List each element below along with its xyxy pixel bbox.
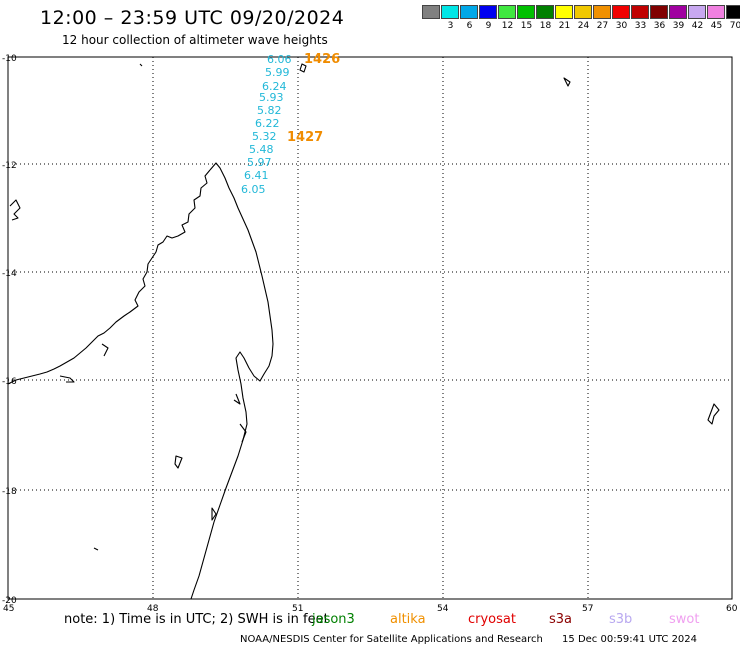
legend-swatch bbox=[517, 5, 535, 19]
generated-timestamp: 15 Dec 00:59:41 UTC 2024 bbox=[562, 634, 698, 645]
pass-time-label: 1426 bbox=[304, 52, 340, 67]
swh-value: 5.82 bbox=[257, 104, 282, 117]
legend-label: 18 bbox=[539, 21, 552, 31]
satellite-s3a: s3a bbox=[549, 612, 573, 627]
legend-label: 42 bbox=[691, 21, 704, 31]
legend-label: 6 bbox=[466, 21, 473, 31]
legend-label: 15 bbox=[520, 21, 533, 31]
coast-fragment bbox=[239, 423, 247, 443]
legend-label: 24 bbox=[577, 21, 590, 31]
swh-value: 6.24 bbox=[262, 80, 287, 93]
credit-line: NOAA/NESDIS Center for Satellite Applica… bbox=[240, 634, 697, 645]
legend-swatch bbox=[422, 5, 440, 19]
legend-swatch bbox=[574, 5, 592, 19]
lat-label: -14 bbox=[2, 269, 17, 279]
coast-fragment bbox=[233, 393, 241, 405]
swh-value: 6.06 bbox=[267, 53, 292, 66]
footer-note: note: 1) Time is in UTC; 2) SWH is in fe… bbox=[64, 612, 329, 627]
legend-label: 45 bbox=[710, 21, 723, 31]
legend-swatch bbox=[650, 5, 668, 19]
satellite-swot: swot bbox=[669, 612, 700, 627]
legend-label: 9 bbox=[485, 21, 492, 31]
swh-value: 5.99 bbox=[265, 66, 290, 79]
legend-swatch bbox=[479, 5, 497, 19]
coastlines bbox=[7, 63, 720, 600]
legend-swatch bbox=[460, 5, 478, 19]
coast-fragment bbox=[59, 375, 75, 383]
map-title: 12:00 – 23:59 UTC 09/20/2024 bbox=[40, 7, 345, 29]
legend-label: 36 bbox=[653, 21, 666, 31]
lat-label: -12 bbox=[2, 161, 17, 171]
satellite-s3b: s3b bbox=[609, 612, 633, 627]
credit-text: NOAA/NESDIS Center for Satellite Applica… bbox=[240, 634, 543, 645]
coast-fragment bbox=[101, 343, 109, 357]
island-outline bbox=[139, 63, 143, 67]
island-outline bbox=[174, 455, 183, 469]
swh-value: 6.05 bbox=[241, 183, 266, 196]
legend-swatch bbox=[593, 5, 611, 19]
legend-label: 70 bbox=[729, 21, 740, 31]
color-legend bbox=[422, 5, 740, 19]
grid-lines bbox=[8, 57, 732, 599]
map-subtitle: 12 hour collection of altimeter wave hei… bbox=[62, 33, 328, 47]
lat-label: -18 bbox=[2, 487, 17, 497]
coast-fragment bbox=[9, 199, 21, 221]
legend-swatch bbox=[707, 5, 725, 19]
lon-label: 45 bbox=[3, 604, 14, 614]
island-outline bbox=[707, 403, 720, 425]
swh-value: 5.97 bbox=[247, 156, 272, 169]
legend-swatch bbox=[498, 5, 516, 19]
legend-label: 27 bbox=[596, 21, 609, 31]
legend-swatch bbox=[612, 5, 630, 19]
swh-value: 5.48 bbox=[249, 143, 274, 156]
lon-label: 57 bbox=[582, 604, 593, 614]
swh-value: 5.32 bbox=[252, 130, 277, 143]
lat-label: -10 bbox=[2, 54, 17, 64]
legend-label: 39 bbox=[672, 21, 685, 31]
satellite-altika: altika bbox=[390, 612, 426, 627]
swh-values: 6.06 5.99 6.24 5.93 5.82 6.22 5.32 5.48 … bbox=[241, 53, 292, 196]
legend-swatch bbox=[669, 5, 687, 19]
island-outline bbox=[93, 547, 99, 551]
legend-label: 3 bbox=[447, 21, 454, 31]
pass-time-label: 1427 bbox=[287, 130, 323, 145]
swh-value: 6.22 bbox=[255, 117, 280, 130]
swh-value: 6.41 bbox=[244, 169, 269, 182]
legend-swatch bbox=[441, 5, 459, 19]
legend-swatch bbox=[555, 5, 573, 19]
legend-label: 12 bbox=[501, 21, 514, 31]
legend-label: 30 bbox=[615, 21, 628, 31]
island-outline bbox=[563, 77, 571, 87]
lon-label: 48 bbox=[147, 604, 159, 614]
satellite-jason3: jason3 bbox=[312, 612, 355, 627]
madagascar-west-coast bbox=[7, 169, 211, 385]
legend-swatch bbox=[631, 5, 649, 19]
lon-label: 51 bbox=[292, 604, 303, 614]
madagascar-east-coast bbox=[190, 162, 274, 600]
legend-swatch bbox=[688, 5, 706, 19]
satellite-cryosat: cryosat bbox=[468, 612, 516, 627]
legend-label: 33 bbox=[634, 21, 647, 31]
swh-value: 5.93 bbox=[259, 91, 284, 104]
lon-label: 60 bbox=[726, 604, 738, 614]
legend-swatch bbox=[726, 5, 740, 19]
lon-label: 54 bbox=[437, 604, 449, 614]
island-outline bbox=[211, 507, 217, 521]
lat-label: -20 bbox=[2, 596, 17, 606]
lat-label: -16 bbox=[2, 377, 17, 387]
legend-label: 21 bbox=[558, 21, 571, 31]
legend-swatch bbox=[536, 5, 554, 19]
map-frame bbox=[7, 56, 733, 600]
island-outline bbox=[299, 63, 307, 73]
